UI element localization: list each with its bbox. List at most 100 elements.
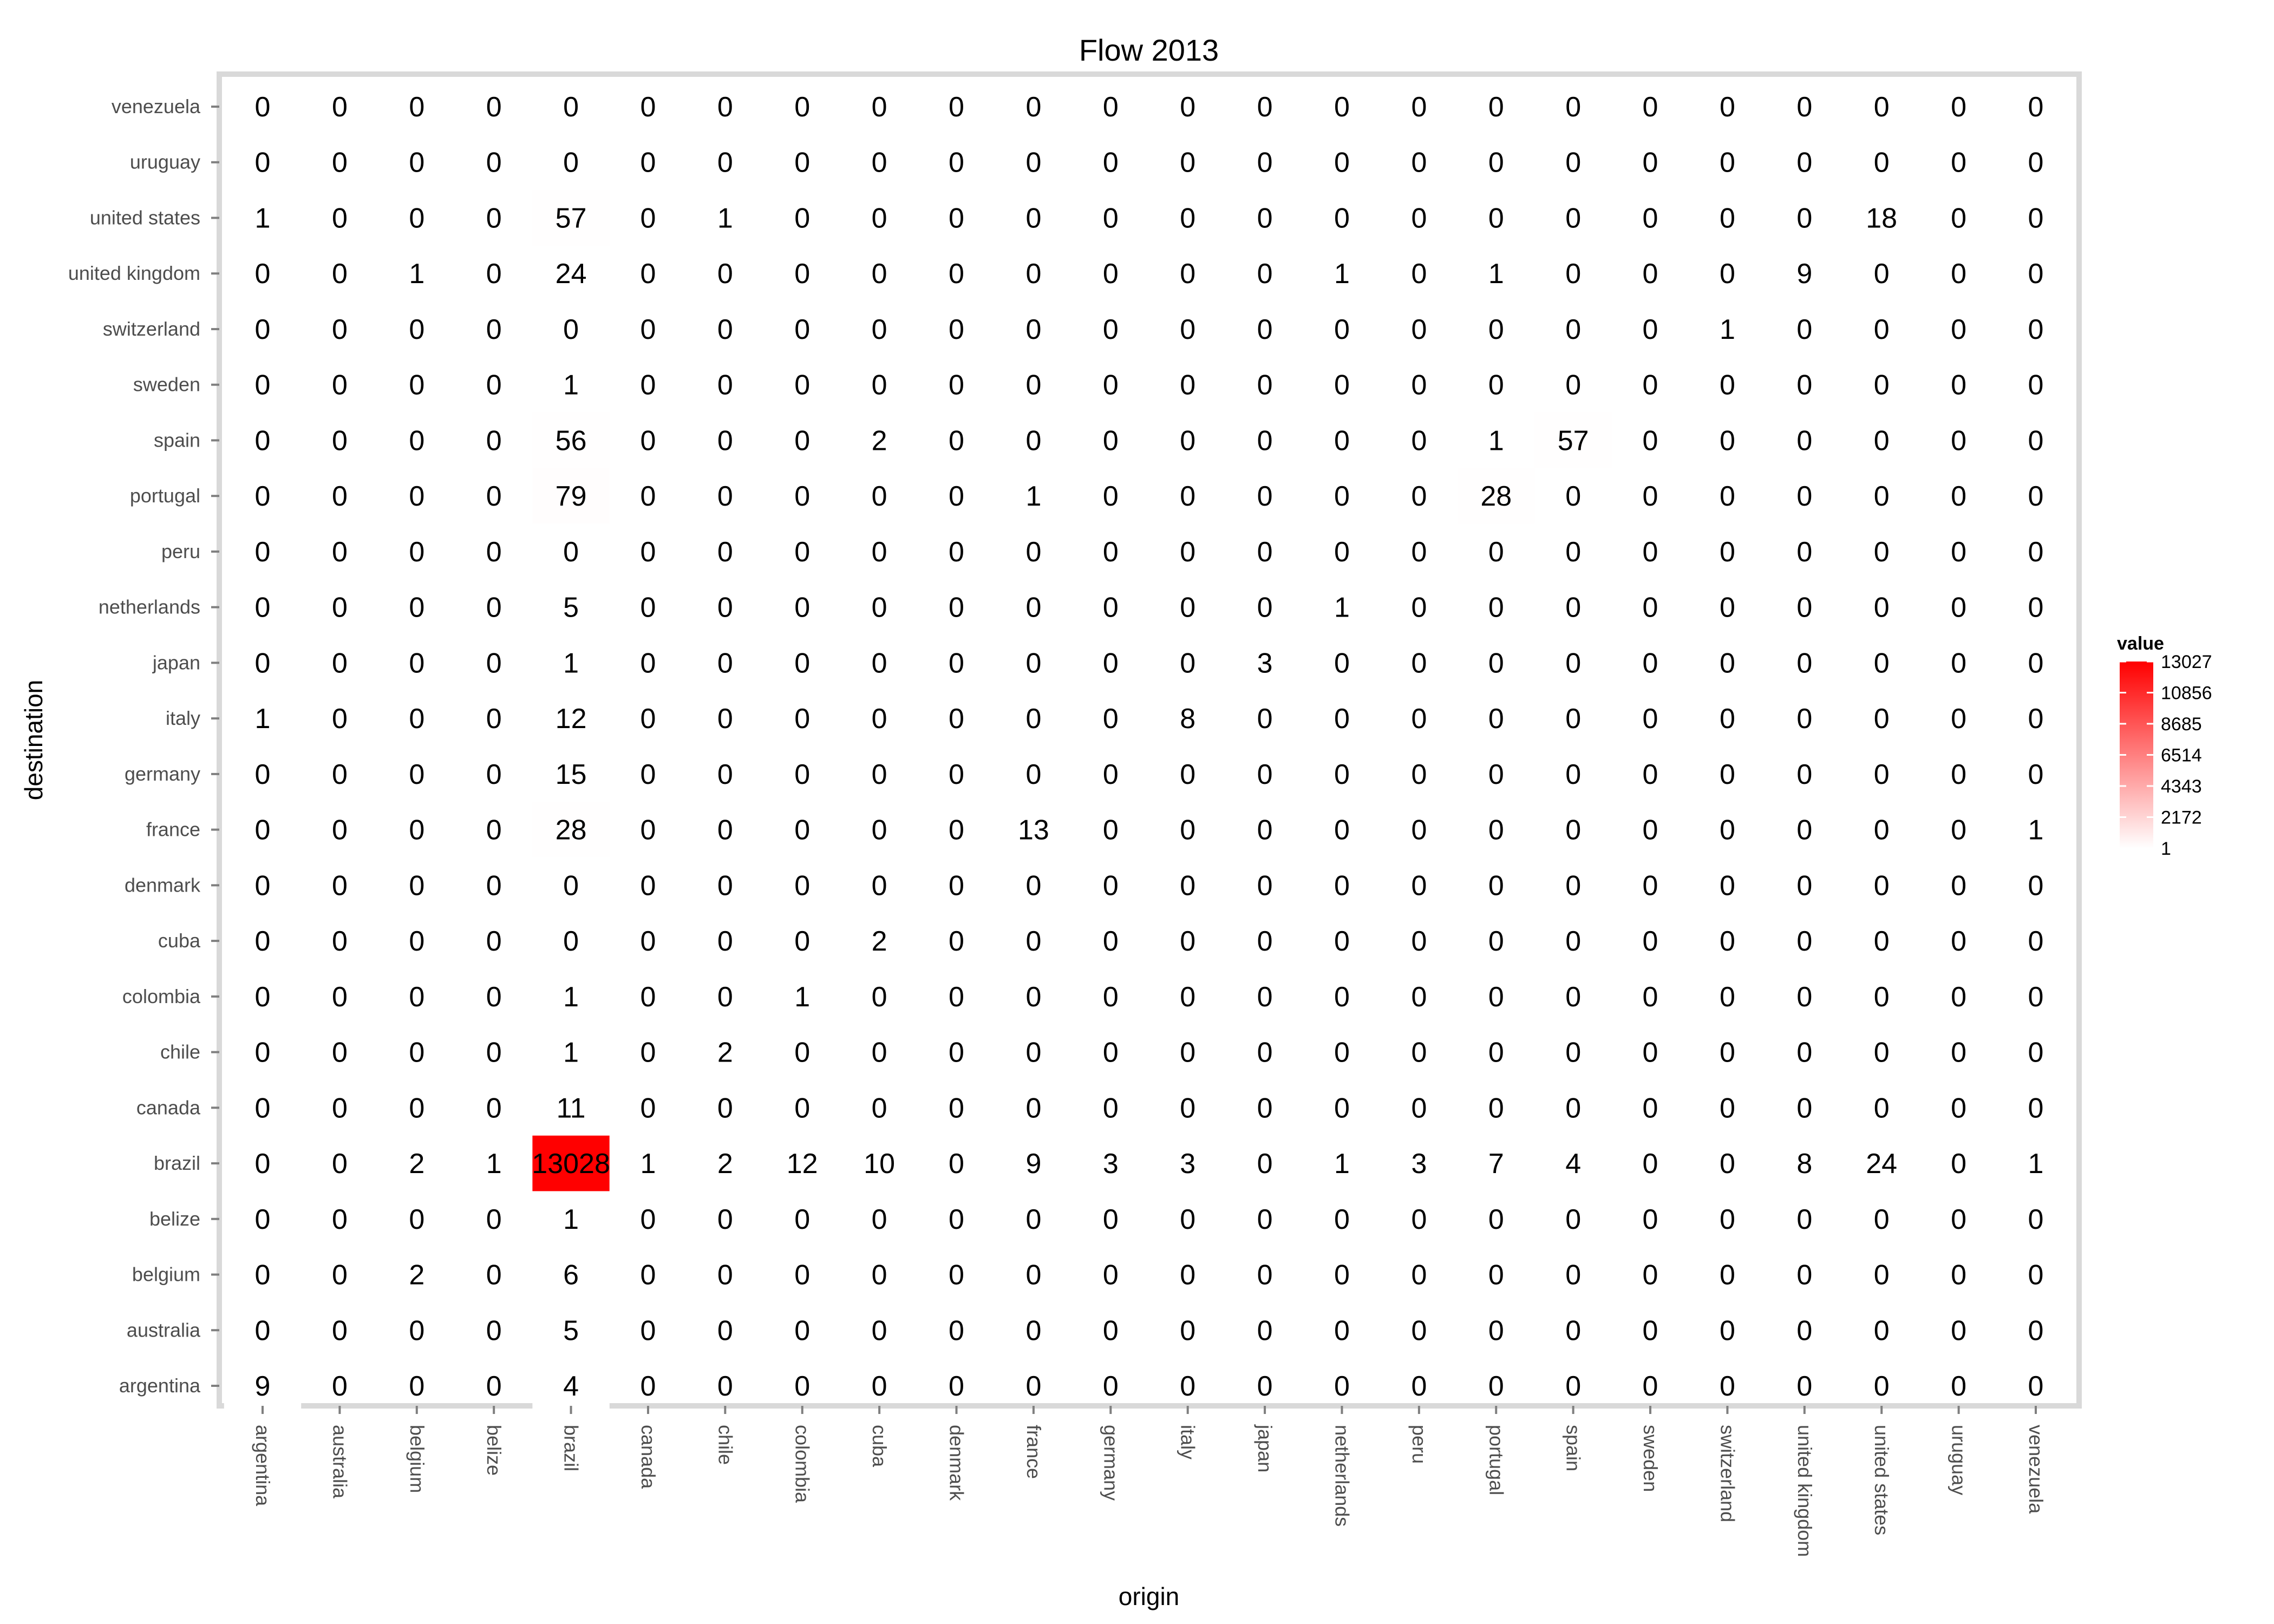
- y-axis-tick-label: japan: [152, 651, 200, 673]
- cell-value-label: 0: [1720, 1148, 1735, 1180]
- cell-value-label: 0: [872, 203, 887, 234]
- cell-value-label: 0: [949, 647, 964, 679]
- cell-value-label: 0: [949, 203, 964, 234]
- cell-value-label: 0: [641, 647, 656, 679]
- cell-value-label: 0: [641, 703, 656, 735]
- cell-value-label: 0: [1025, 370, 1041, 401]
- cell-value-label: 0: [332, 703, 348, 735]
- cell-value-label: 0: [1565, 147, 1581, 179]
- x-axis-tick-label: france: [1023, 1425, 1045, 1479]
- cell-value-label: 0: [1103, 870, 1119, 901]
- cell-value-label: 0: [1488, 91, 1504, 123]
- cell-value-label: 0: [409, 1204, 424, 1235]
- cell-value-label: 0: [1874, 425, 1890, 456]
- cell-value-label: 0: [1411, 203, 1427, 234]
- legend-break-label: 4343: [2161, 776, 2202, 797]
- cell-value-label: 0: [1720, 1092, 1735, 1124]
- cell-value-label: 0: [486, 981, 502, 1013]
- cell-value-label: 6: [563, 1260, 579, 1291]
- cell-value-label: 0: [1180, 1315, 1195, 1346]
- cell-value-label: 0: [794, 759, 810, 790]
- cell-value-label: 0: [1411, 926, 1427, 957]
- cell-value-label: 0: [1643, 91, 1658, 123]
- cell-value-label: 0: [332, 314, 348, 345]
- heatmap-cell: [995, 1135, 1073, 1191]
- cell-value-label: 0: [1643, 647, 1658, 679]
- cell-value-label: 0: [1025, 258, 1041, 290]
- cell-value-label: 0: [1951, 314, 1966, 345]
- cell-value-label: 0: [255, 1204, 271, 1235]
- cell-value-label: 0: [794, 1371, 810, 1402]
- cell-value-label: 28: [556, 815, 587, 846]
- heatmap-cell: [532, 1024, 610, 1080]
- cell-value-label: 0: [1103, 1371, 1119, 1402]
- cell-value-label: 0: [1103, 536, 1119, 568]
- cell-value-label: 0: [486, 1260, 502, 1291]
- cell-value-label: 0: [1874, 870, 1890, 901]
- x-axis-title: origin: [1119, 1582, 1180, 1610]
- cell-value-label: 0: [1334, 1037, 1350, 1069]
- cell-value-label: 0: [1180, 536, 1195, 568]
- cell-value-label: 0: [949, 1037, 964, 1069]
- cell-value-label: 0: [794, 1260, 810, 1291]
- cell-value-label: 0: [409, 481, 424, 512]
- cell-value-label: 0: [794, 1037, 810, 1069]
- heatmap-cell: [532, 1247, 610, 1302]
- cell-value-label: 0: [1643, 870, 1658, 901]
- cell-value-label: 0: [1103, 1092, 1119, 1124]
- cell-value-label: 0: [1180, 147, 1195, 179]
- cell-value-label: 0: [1643, 258, 1658, 290]
- cell-value-label: 0: [332, 647, 348, 679]
- y-axis-tick-label: portugal: [130, 484, 200, 507]
- cell-value-label: 0: [332, 91, 348, 123]
- cell-value-label: 0: [1103, 91, 1119, 123]
- y-axis-tick-label: belize: [149, 1208, 200, 1230]
- cell-value-label: 0: [1643, 815, 1658, 846]
- cell-value-label: 0: [717, 1371, 733, 1402]
- cell-value-label: 0: [794, 1092, 810, 1124]
- cell-value-label: 1: [1488, 258, 1504, 290]
- cell-value-label: 0: [255, 258, 271, 290]
- cell-value-label: 0: [794, 258, 810, 290]
- cell-value-label: 0: [717, 1260, 733, 1291]
- cell-value-label: 0: [717, 536, 733, 568]
- cell-value-label: 0: [1334, 870, 1350, 901]
- cell-value-label: 0: [717, 870, 733, 901]
- cell-value-label: 0: [1565, 370, 1581, 401]
- cell-value-label: 0: [1103, 647, 1119, 679]
- cell-value-label: 0: [255, 370, 271, 401]
- cell-value-label: 1: [641, 1148, 656, 1180]
- cell-value-label: 0: [1951, 1092, 1966, 1124]
- heatmap-cell: [532, 579, 610, 635]
- cell-value-label: 0: [949, 703, 964, 735]
- cell-value-label: 0: [255, 592, 271, 624]
- x-axis: argentina australia belgium belize brazil can…: [252, 1406, 2047, 1557]
- cell-value-label: 0: [1411, 1371, 1427, 1402]
- cell-value-label: 0: [1180, 592, 1195, 624]
- y-axis-tick-label: peru: [161, 540, 200, 562]
- cell-value-label: 0: [949, 1092, 964, 1124]
- cell-value-label: 0: [332, 481, 348, 512]
- cell-value-label: 0: [1180, 926, 1195, 957]
- cell-value-label: 0: [1257, 536, 1273, 568]
- cell-value-label: 0: [1796, 703, 1812, 735]
- cell-value-label: 0: [717, 147, 733, 179]
- x-axis-tick-label: cuba: [868, 1425, 891, 1468]
- cell-value-label: 2: [409, 1260, 424, 1291]
- heatmap-cell: [532, 1135, 610, 1191]
- cell-value-label: 0: [1874, 647, 1890, 679]
- cell-value-label: 0: [872, 1092, 887, 1124]
- cell-value-label: 0: [1796, 314, 1812, 345]
- cell-value-label: 0: [1025, 1204, 1041, 1235]
- cell-value-label: 0: [1720, 703, 1735, 735]
- cell-value-label: 0: [1796, 1204, 1812, 1235]
- cell-value-label: 0: [1334, 314, 1350, 345]
- cell-value-label: 0: [1257, 1204, 1273, 1235]
- cell-value-label: 0: [1796, 759, 1812, 790]
- cell-value-label: 0: [409, 91, 424, 123]
- cell-value-label: 0: [1951, 1037, 1966, 1069]
- heatmap-cell: [1226, 635, 1304, 691]
- cell-value-label: 0: [1796, 1315, 1812, 1346]
- cell-value-label: 0: [641, 425, 656, 456]
